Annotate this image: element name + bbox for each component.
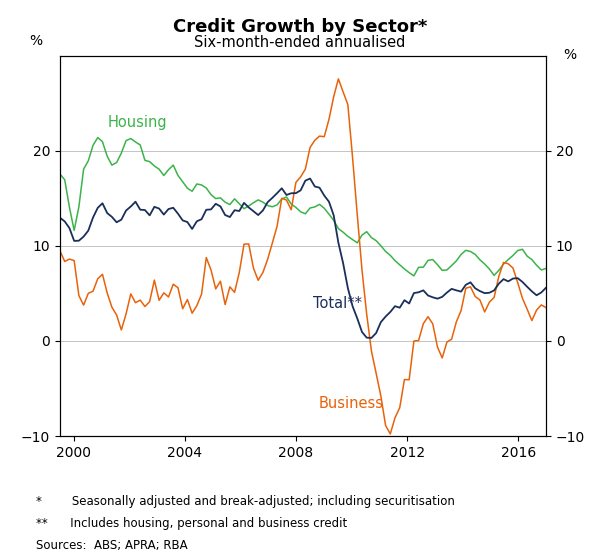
Text: Housing: Housing <box>107 115 167 130</box>
Text: **      Includes housing, personal and business credit: ** Includes housing, personal and busine… <box>36 517 347 530</box>
Text: Business: Business <box>318 396 383 410</box>
Text: *        Seasonally adjusted and break-adjusted; including securitisation: * Seasonally adjusted and break-adjusted… <box>36 495 455 508</box>
Text: Sources:  ABS; APRA; RBA: Sources: ABS; APRA; RBA <box>36 539 188 552</box>
Y-axis label: %: % <box>29 34 42 48</box>
Text: Total**: Total** <box>313 296 362 311</box>
Text: Credit Growth by Sector*: Credit Growth by Sector* <box>173 18 427 36</box>
Y-axis label: %: % <box>564 48 577 62</box>
Text: Six-month-ended annualised: Six-month-ended annualised <box>194 35 406 50</box>
